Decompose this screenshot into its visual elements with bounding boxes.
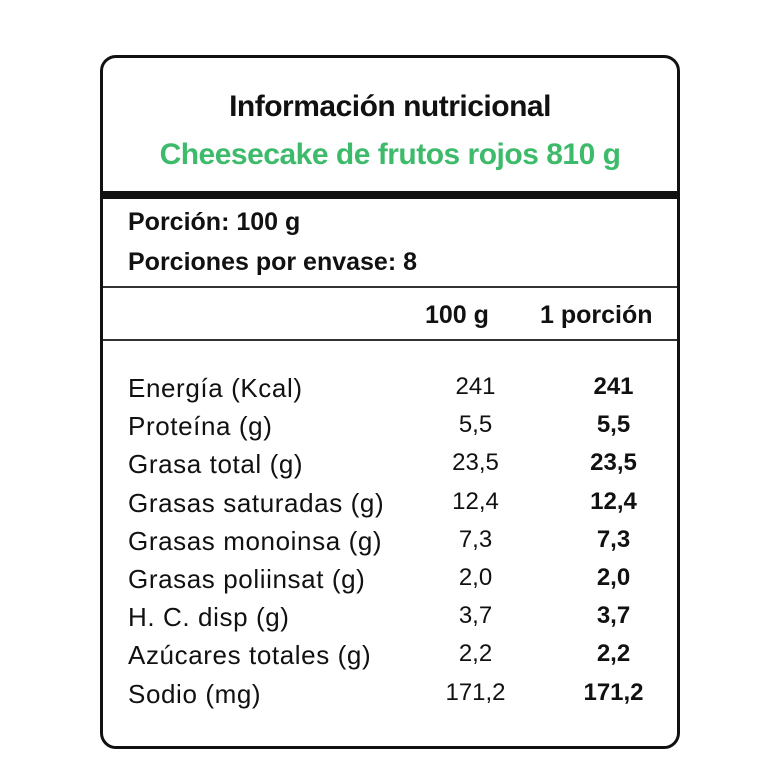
- value-per-100g: 7,3: [458, 525, 493, 553]
- column-header-100g: 100 g: [425, 301, 489, 329]
- nutrient-label: Energía (Kcal): [128, 373, 303, 403]
- nutrient-row: Grasas poliinsat (g) 2,0 2,0: [103, 564, 677, 602]
- nutrient-row: Grasa total (g) 23,5 23,5: [103, 449, 677, 487]
- value-per-portion: 7,3: [596, 525, 631, 553]
- nutrient-label: Grasa total (g): [128, 449, 304, 480]
- nutrient-row: H. C. disp (g) 3,7 3,7: [103, 602, 677, 640]
- nutrient-label: Sodio (mg): [128, 678, 262, 709]
- value-per-100g: 12,4: [452, 487, 499, 515]
- nutrient-label: Grasas saturadas (g): [128, 487, 385, 518]
- nutrient-row: Grasas saturadas (g) 12,4 12,4: [103, 488, 677, 526]
- nutrient-label: Azúcares totales (g): [128, 640, 372, 671]
- value-per-portion: 3,7: [596, 602, 631, 630]
- value-per-100g: 23,5: [452, 449, 499, 477]
- value-per-portion: 12,4: [590, 487, 637, 515]
- nutrient-label: Proteína (g): [128, 411, 273, 442]
- nutrition-facts-panel: Información nutricional Cheesecake de fr…: [100, 55, 680, 749]
- nutrient-row: Energía (Kcal) 241 241: [103, 373, 677, 411]
- value-per-portion: 23,5: [590, 449, 637, 477]
- column-header-portion: 1 porción: [540, 301, 653, 329]
- value-per-portion: 241: [593, 373, 634, 400]
- header-divider: [103, 191, 677, 199]
- value-per-100g: 5,5: [458, 411, 493, 439]
- nutrient-row: Azúcares totales (g) 2,2 2,2: [103, 640, 677, 678]
- nutrient-label: Grasas monoinsa (g): [128, 525, 383, 556]
- value-per-100g: 241: [455, 373, 496, 400]
- value-per-100g: 171,2: [445, 678, 506, 706]
- value-per-100g: 3,7: [458, 602, 493, 630]
- value-per-portion: 5,5: [596, 411, 631, 439]
- value-per-portion: 171,2: [583, 678, 644, 706]
- nutrient-row: Proteína (g) 5,5 5,5: [103, 411, 677, 449]
- nutrient-label: Grasas poliinsat (g): [128, 564, 366, 594]
- value-per-portion: 2,2: [596, 640, 631, 668]
- value-per-portion: 2,0: [596, 564, 631, 591]
- serving-divider: [103, 286, 677, 288]
- servings-per-package: Porciones por envase: 8: [128, 248, 418, 276]
- value-per-100g: 2,2: [458, 640, 493, 668]
- nutrient-row: Sodio (mg) 171,2 171,2: [103, 679, 677, 717]
- column-header-divider: [103, 339, 677, 341]
- nutrient-label: H. C. disp (g): [128, 602, 290, 633]
- serving-size: Porción: 100 g: [128, 208, 301, 236]
- panel-title: Información nutricional: [229, 90, 551, 123]
- value-per-100g: 2,0: [458, 564, 493, 591]
- nutrient-row: Grasas monoinsa (g) 7,3 7,3: [103, 526, 677, 564]
- product-name: Cheesecake de frutos rojos 810 g: [159, 138, 621, 171]
